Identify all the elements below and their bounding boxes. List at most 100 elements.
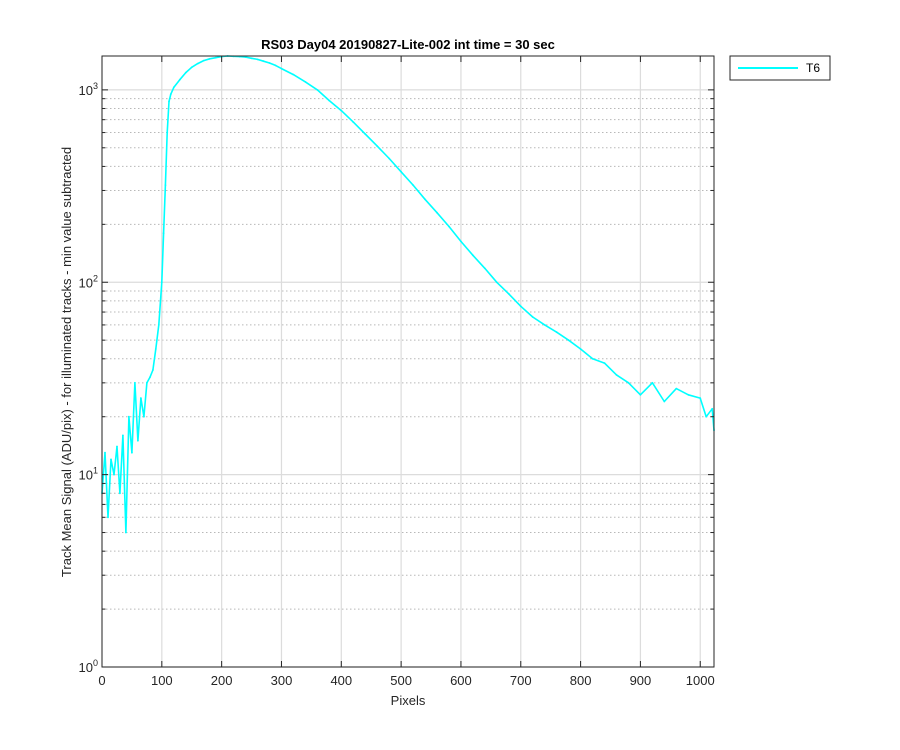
data-point bbox=[162, 232, 165, 235]
data-point bbox=[131, 451, 133, 454]
data-point bbox=[412, 184, 414, 187]
data-point bbox=[110, 458, 112, 461]
data-point bbox=[146, 381, 148, 384]
data-point bbox=[134, 381, 136, 384]
data-point bbox=[424, 198, 426, 201]
data-point bbox=[579, 348, 582, 350]
data-point bbox=[184, 71, 187, 74]
data-point bbox=[268, 62, 271, 64]
x-tick-label: 900 bbox=[630, 673, 652, 688]
data-point bbox=[244, 56, 247, 58]
x-axis-label: Pixels bbox=[391, 693, 426, 708]
data-point bbox=[495, 281, 498, 284]
data-point bbox=[113, 473, 115, 476]
data-point bbox=[166, 131, 169, 134]
x-tick-label: 1000 bbox=[686, 673, 715, 688]
data-point bbox=[125, 531, 127, 534]
data-point bbox=[119, 492, 121, 495]
data-point bbox=[104, 451, 106, 454]
data-point bbox=[154, 348, 157, 350]
data-point bbox=[687, 393, 690, 396]
data-point bbox=[328, 99, 331, 102]
data-point bbox=[127, 415, 130, 418]
data-point bbox=[531, 316, 534, 318]
x-tick-labels: 0 100 200 300 400 500 600 700 800 900 1000 bbox=[98, 673, 714, 688]
x-tick-label: 0 bbox=[98, 673, 105, 688]
x-tick-label: 200 bbox=[211, 673, 233, 688]
data-point bbox=[507, 293, 510, 295]
data-point bbox=[168, 100, 170, 103]
data-point bbox=[639, 393, 642, 396]
x-tick-label: 500 bbox=[390, 673, 412, 688]
data-point bbox=[603, 362, 606, 364]
y-tick-labels: 100 101 102 103 bbox=[79, 81, 98, 675]
legend-label-T6: T6 bbox=[806, 61, 820, 75]
data-point bbox=[169, 93, 172, 96]
data-point bbox=[122, 434, 124, 437]
y-tick-label: 101 bbox=[79, 466, 98, 483]
data-point bbox=[705, 415, 708, 418]
data-point bbox=[364, 133, 367, 135]
data-point bbox=[484, 267, 486, 270]
x-tick-label: 400 bbox=[330, 673, 352, 688]
x-tick-label: 600 bbox=[450, 673, 472, 688]
data-point bbox=[149, 376, 151, 379]
data-point bbox=[157, 324, 160, 326]
data-point bbox=[615, 374, 618, 376]
x-tick-label: 300 bbox=[271, 673, 293, 688]
data-point bbox=[137, 439, 139, 442]
y-tick-label: 102 bbox=[79, 273, 98, 290]
data-point bbox=[567, 339, 570, 342]
data-point bbox=[436, 211, 438, 214]
data-point bbox=[172, 86, 175, 89]
data-point bbox=[519, 305, 522, 308]
data-point bbox=[663, 400, 666, 403]
data-point bbox=[262, 60, 265, 63]
data-point bbox=[160, 281, 163, 284]
data-point bbox=[116, 445, 118, 448]
plot-frame bbox=[101, 55, 715, 668]
y-tick-label: 103 bbox=[79, 81, 98, 98]
x-tick-label: 700 bbox=[510, 673, 532, 688]
data-point bbox=[400, 170, 402, 173]
data-point bbox=[651, 381, 654, 384]
data-point bbox=[190, 66, 193, 69]
data-point bbox=[591, 357, 594, 360]
data-point bbox=[304, 81, 307, 83]
data-point bbox=[543, 324, 546, 326]
x-tick-label: 800 bbox=[570, 673, 592, 688]
data-point bbox=[340, 109, 343, 112]
data-point bbox=[164, 184, 167, 187]
data-point bbox=[140, 397, 142, 399]
legend[interactable]: T6 bbox=[729, 55, 831, 81]
data-point bbox=[196, 62, 199, 65]
data-point bbox=[555, 331, 558, 334]
data-point bbox=[280, 67, 283, 70]
data-point bbox=[274, 64, 277, 67]
y-tick-label: 100 bbox=[79, 658, 98, 675]
data-point bbox=[250, 57, 253, 60]
data-point bbox=[107, 516, 109, 519]
data-point bbox=[208, 57, 211, 60]
data-point bbox=[152, 369, 154, 371]
data-point bbox=[214, 56, 217, 59]
data-point bbox=[627, 381, 630, 384]
data-point bbox=[699, 397, 702, 399]
data-point bbox=[143, 415, 145, 418]
x-tick-label: 100 bbox=[151, 673, 173, 688]
data-point bbox=[316, 89, 319, 91]
data-point bbox=[472, 254, 474, 257]
data-point bbox=[675, 387, 678, 390]
data-point bbox=[292, 73, 295, 76]
data-point bbox=[352, 121, 355, 123]
data-point bbox=[388, 157, 391, 160]
data-point bbox=[448, 225, 450, 228]
data-point bbox=[202, 59, 205, 62]
data-point bbox=[711, 407, 714, 410]
y-axis-label: Track Mean Signal (ADU/pix) - for illumi… bbox=[59, 147, 74, 577]
chart-title: RS03 Day04 20190827-Lite-002 int time = … bbox=[261, 37, 555, 52]
data-point bbox=[460, 240, 462, 243]
data-point bbox=[178, 78, 181, 81]
ticks bbox=[101, 56, 714, 668]
